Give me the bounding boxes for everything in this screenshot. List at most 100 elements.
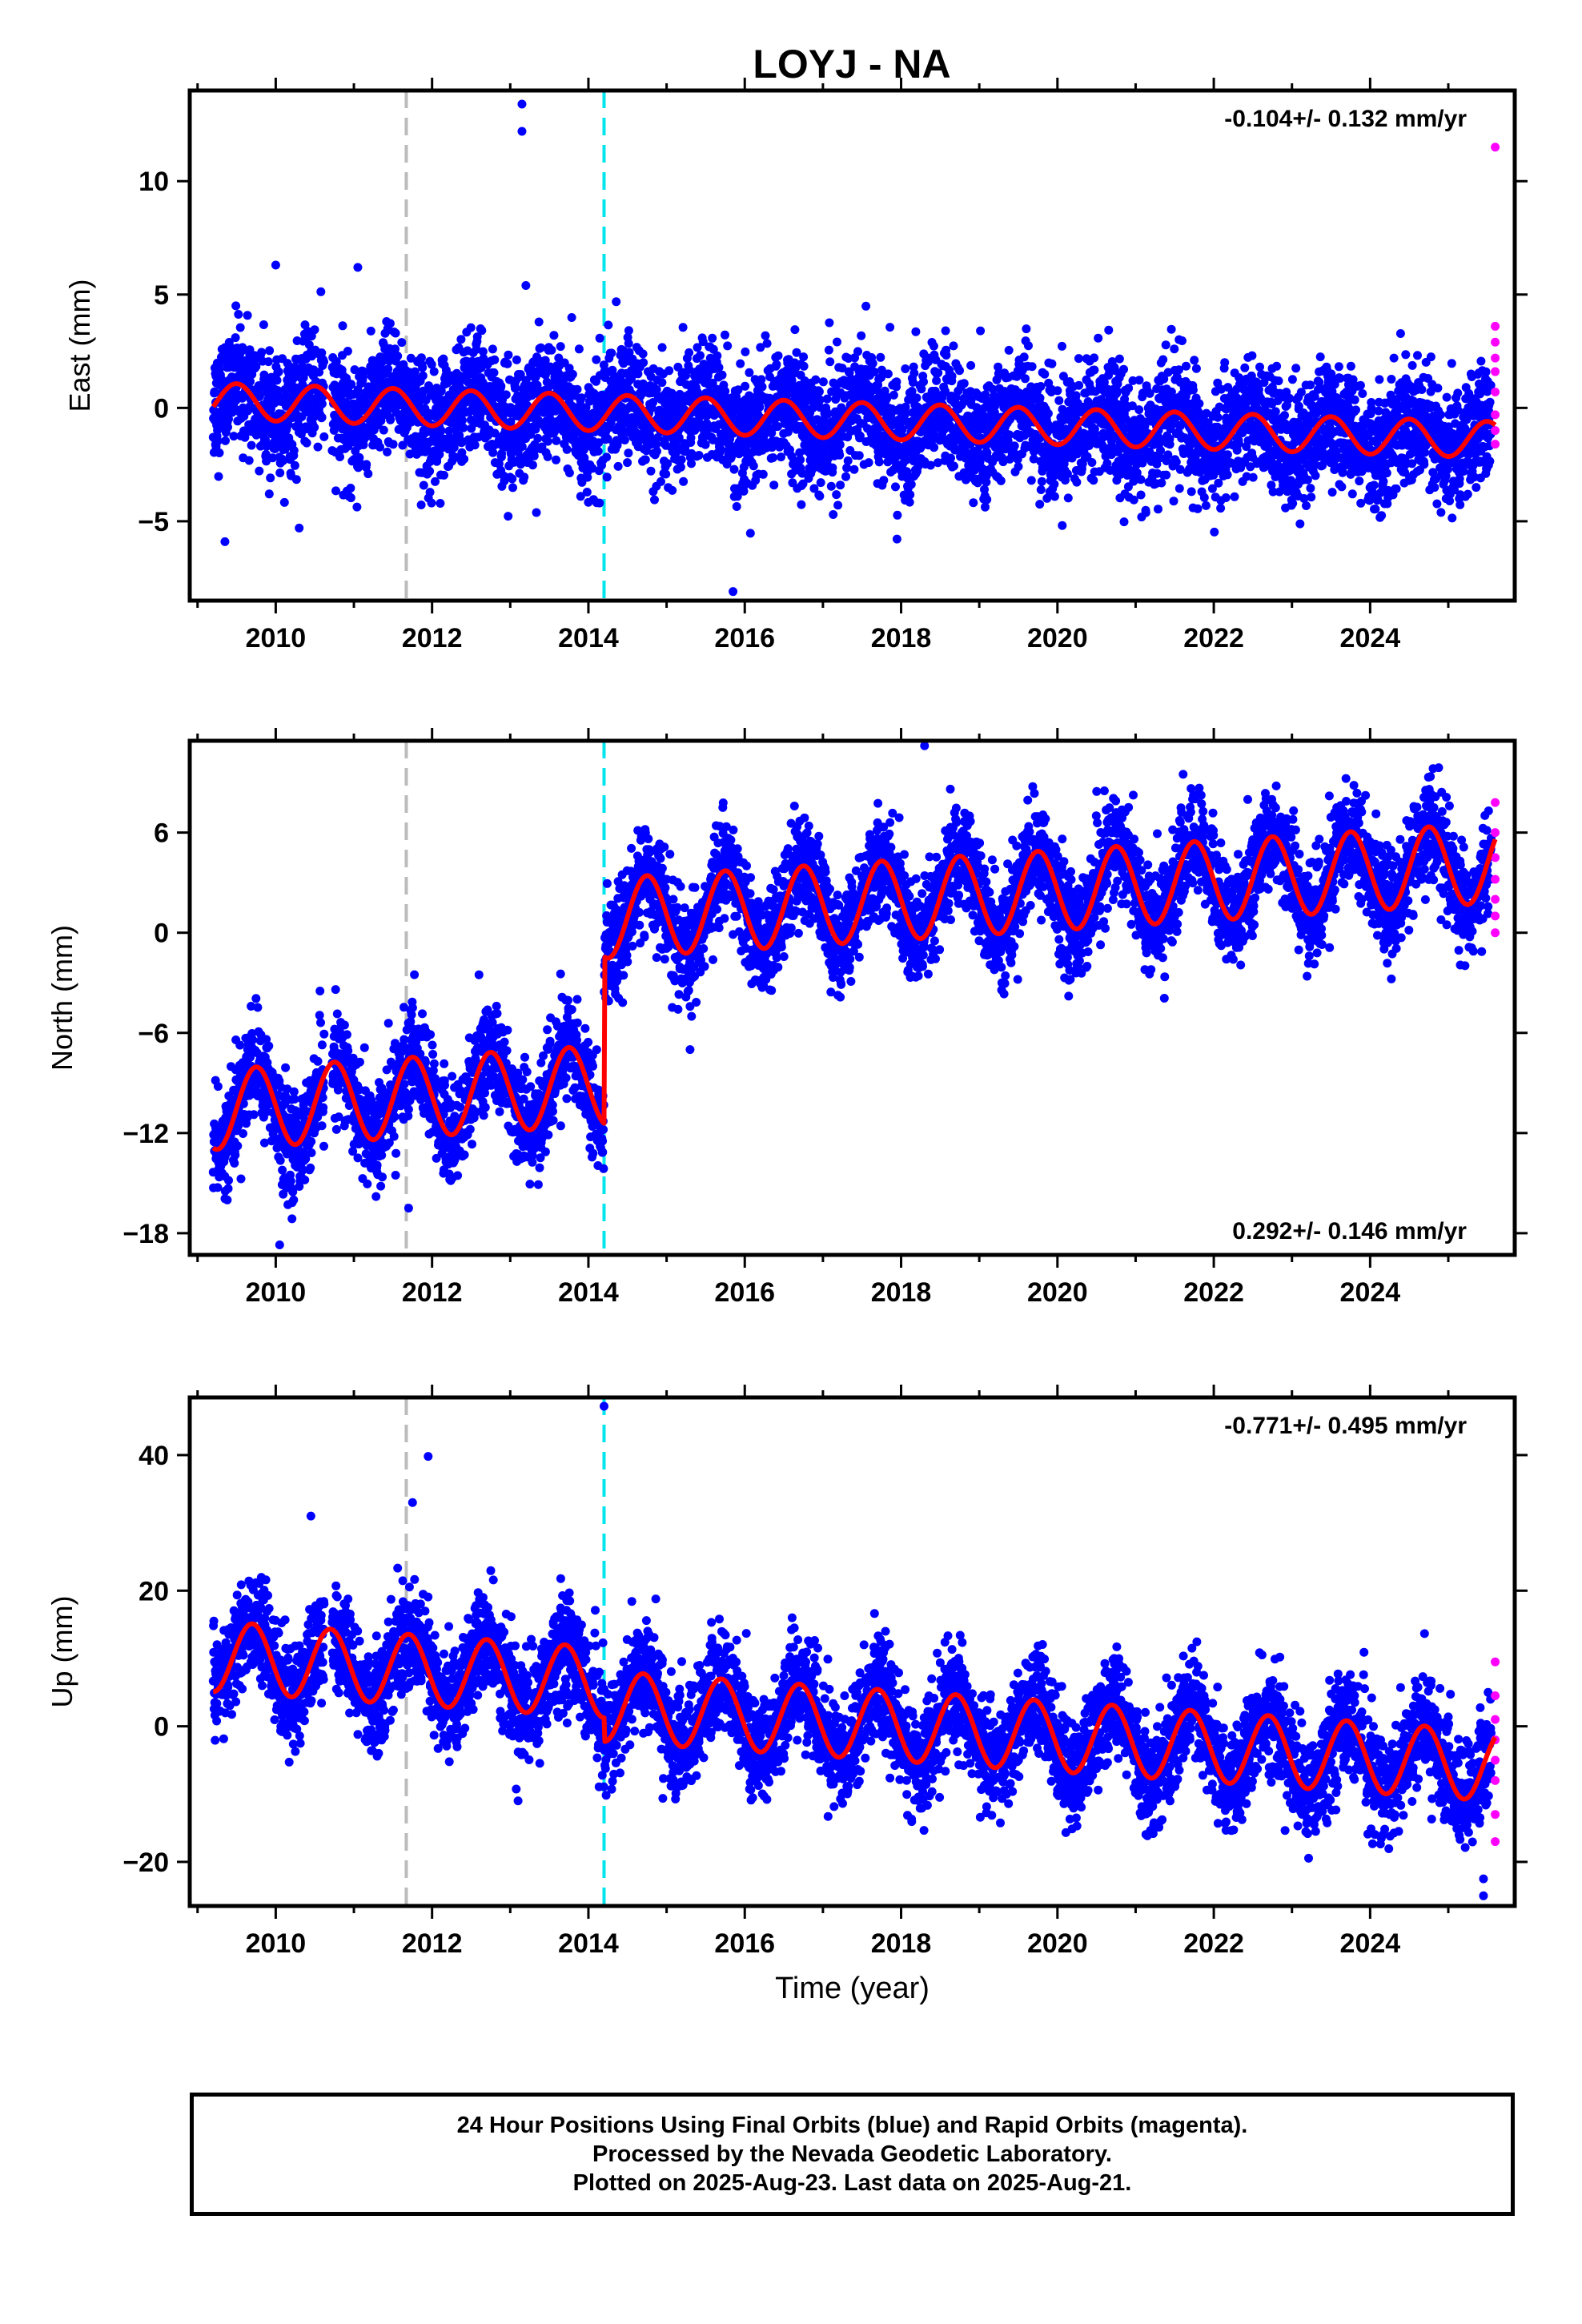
final-orbit-point: [708, 333, 717, 343]
final-orbit-point: [799, 352, 809, 362]
final-orbit-point: [1136, 475, 1146, 485]
final-orbit-point: [955, 366, 964, 376]
final-orbit-point: [490, 355, 500, 364]
final-orbit-point: [761, 331, 770, 340]
final-orbit-point: [832, 490, 841, 500]
final-orbit-point: [235, 323, 245, 332]
final-orbit-point: [355, 452, 364, 462]
final-orbit-point: [441, 365, 451, 375]
final-orbit-point: [663, 459, 673, 468]
final-orbit-point: [758, 469, 768, 479]
final-orbit-point: [1306, 380, 1315, 390]
final-orbit-point: [772, 360, 781, 369]
final-orbit-point: [435, 449, 444, 459]
final-orbit-point: [769, 480, 779, 490]
final-orbit-point: [574, 344, 584, 354]
final-orbit-point: [661, 469, 671, 479]
final-orbit-point: [843, 456, 853, 465]
final-orbit-point: [1089, 476, 1098, 485]
final-orbit-point: [624, 448, 633, 458]
final-orbit-point: [335, 452, 344, 461]
final-orbit-point: [319, 432, 329, 441]
final-orbit-point: [942, 351, 951, 360]
final-orbit-point: [816, 478, 825, 488]
final-orbit-point: [317, 348, 327, 358]
final-orbit-point: [1311, 471, 1320, 480]
final-orbit-point: [624, 326, 633, 336]
final-orbit-point: [375, 442, 384, 452]
final-orbit-point: [255, 390, 265, 400]
final-orbit-point: [885, 323, 895, 332]
final-orbit-point: [836, 480, 845, 490]
final-orbit-point: [1303, 475, 1312, 485]
final-orbit-point: [1072, 477, 1082, 487]
final-orbit-point: [879, 476, 889, 485]
final-orbit-point: [532, 508, 541, 517]
final-orbit-point: [436, 386, 446, 396]
final-orbit-point: [338, 321, 347, 331]
final-orbit-point: [572, 384, 582, 394]
final-orbit-point: [1327, 488, 1337, 497]
final-orbit-point: [905, 497, 914, 507]
final-orbit-point: [496, 381, 506, 391]
final-orbit-point: [835, 440, 845, 449]
final-orbit-point: [947, 372, 957, 381]
final-orbit-point: [436, 426, 446, 436]
final-orbit-point: [1162, 470, 1171, 480]
final-orbit-point: [259, 370, 269, 380]
final-orbit-point: [996, 476, 1006, 485]
final-orbit-point: [508, 474, 517, 484]
final-orbit-point: [799, 361, 809, 371]
final-orbit-point: [257, 348, 267, 357]
final-orbit-point: [549, 331, 559, 340]
final-orbit-point: [583, 472, 592, 482]
final-orbit-point: [869, 368, 879, 376]
final-orbit-point: [562, 444, 572, 454]
final-orbit-point: [556, 342, 565, 352]
final-orbit-point: [1291, 364, 1301, 373]
final-orbit-point: [825, 357, 835, 367]
final-orbit-point: [459, 423, 468, 432]
final-orbit-point: [289, 446, 299, 455]
final-orbit-point: [717, 370, 727, 380]
final-orbit-point: [912, 393, 921, 403]
final-orbit-point: [512, 355, 521, 364]
final-orbit-point: [1170, 344, 1179, 354]
final-orbit-point: [488, 448, 498, 457]
final-orbit-point: [410, 367, 420, 376]
final-orbit-point: [543, 452, 552, 461]
final-orbit-point: [906, 480, 916, 489]
final-orbit-point: [854, 451, 864, 460]
final-orbit-point: [383, 364, 393, 374]
final-orbit-point: [639, 358, 648, 368]
final-orbit-point: [1040, 369, 1050, 379]
final-orbit-point: [883, 369, 893, 379]
final-orbit-point: [234, 310, 243, 319]
final-orbit-point: [416, 501, 426, 509]
final-orbit-point: [823, 409, 832, 419]
final-orbit-point: [741, 381, 750, 391]
final-orbit-point: [246, 376, 255, 386]
final-orbit-point: [363, 469, 373, 479]
final-orbit-point: [729, 464, 739, 474]
final-orbit-point: [398, 440, 408, 450]
final-orbit-point: [919, 377, 928, 387]
final-orbit-point: [1248, 472, 1258, 482]
final-orbit-point: [1223, 470, 1232, 480]
final-orbit-point: [745, 368, 754, 377]
final-orbit-point: [685, 348, 694, 357]
final-orbit-point: [612, 297, 621, 307]
final-orbit-point: [1134, 405, 1144, 415]
final-orbit-point: [679, 476, 689, 486]
final-orbit-point: [489, 368, 499, 377]
final-orbit-point: [528, 460, 537, 470]
final-orbit-point: [582, 488, 592, 497]
final-orbit-point: [388, 440, 398, 449]
final-orbit-point: [1043, 408, 1053, 418]
final-orbit-point: [283, 420, 293, 429]
final-orbit-point: [1124, 384, 1134, 393]
final-orbit-point: [769, 453, 778, 462]
final-orbit-point: [1087, 458, 1097, 467]
final-orbit-point: [1037, 476, 1046, 486]
final-orbit-point: [444, 426, 454, 436]
